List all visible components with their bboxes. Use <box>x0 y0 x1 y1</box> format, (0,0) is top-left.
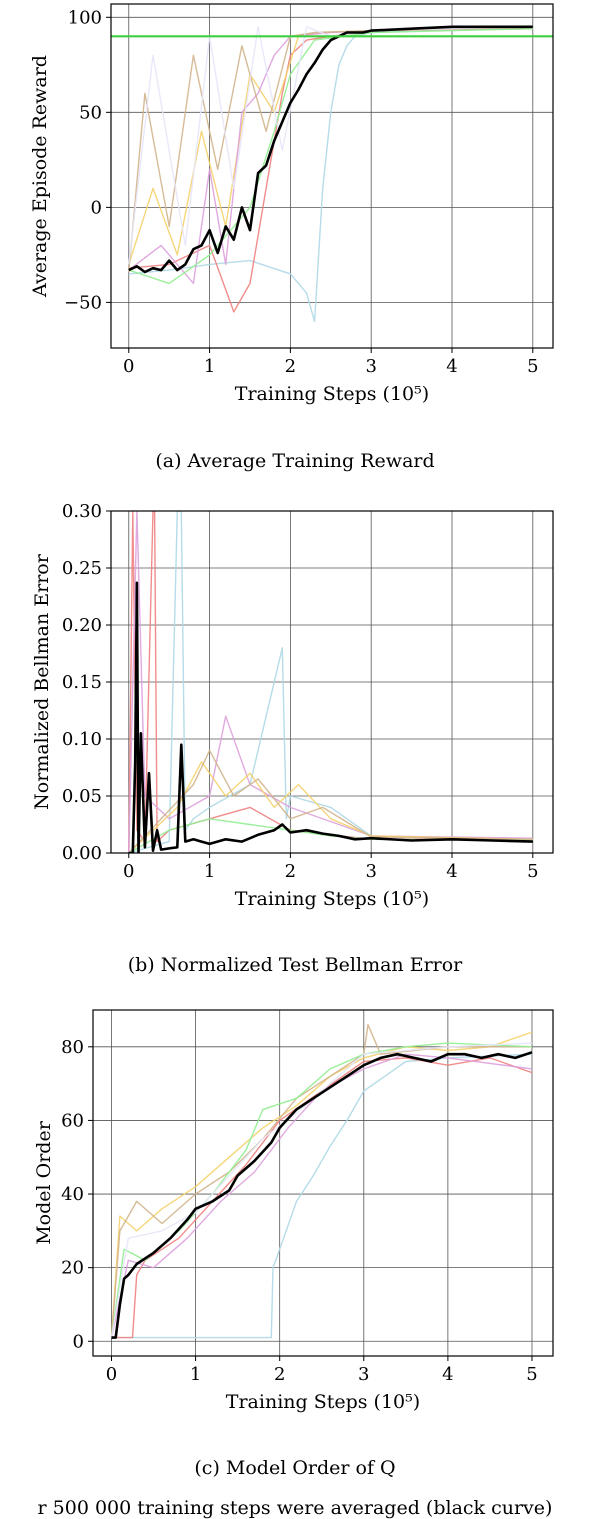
average-series-line <box>128 25 533 274</box>
run-series-line-5 <box>110 1042 533 1338</box>
run-series-line-1 <box>111 1053 533 1339</box>
x-tick-label-2: 2 <box>274 1364 285 1385</box>
plot-frame <box>92 1009 554 1357</box>
y-axis-label: Normalized Bellman Error <box>31 553 53 810</box>
x-tick-label-2: 2 <box>285 356 296 377</box>
average-series-line <box>111 1051 533 1339</box>
caption-a: (a) Average Training Reward <box>155 450 435 472</box>
caption-c: (c) Model Order of Q <box>194 1457 396 1479</box>
y-tick-label-4: 80 <box>61 1037 84 1058</box>
x-axis-label: Training Steps (10⁵) <box>226 1391 420 1413</box>
y-tick-label-2: 40 <box>61 1184 84 1205</box>
y-tick-label-1: 0 <box>91 197 102 218</box>
series-group <box>110 1024 533 1339</box>
x-tick-label-5: 5 <box>527 861 538 882</box>
run-series-line-5 <box>128 28 533 273</box>
plot-frame <box>110 3 554 349</box>
y-tick-label-3: 100 <box>68 7 102 28</box>
run-series-line-3 <box>128 26 533 265</box>
chart-c: 0 1 2 3 4 5 0 20 40 60 80 Training Steps (10⁵) Model… <box>33 1009 554 1413</box>
run-series-line-3 <box>128 511 533 853</box>
y-tick-label-0: −50 <box>64 292 102 313</box>
y-tick-label-1: 0.05 <box>62 786 102 807</box>
run-series-line-4 <box>128 761 533 853</box>
x-tick-label-3: 3 <box>365 861 376 882</box>
x-tick-label-1: 1 <box>204 861 215 882</box>
x-tick-label-1: 1 <box>204 356 215 377</box>
x-tick-label-3: 3 <box>358 1364 369 1385</box>
average-series-line <box>128 581 533 853</box>
y-tick-label-3: 60 <box>61 1110 84 1131</box>
series-group <box>128 25 533 323</box>
run-series-line-1 <box>128 26 533 323</box>
y-axis-label: Average Episode Reward <box>29 55 51 298</box>
x-tick-label-0: 0 <box>123 861 134 882</box>
x-tick-label-4: 4 <box>442 1364 453 1385</box>
x-tick-label-0: 0 <box>106 1364 117 1385</box>
x-tick-label-1: 1 <box>190 1364 201 1385</box>
x-axis-label: Training Steps (10⁵) <box>235 888 429 910</box>
y-axis-label: Model Order <box>33 1120 55 1244</box>
y-tick-label-4: 0.20 <box>62 615 102 636</box>
x-tick-label-5: 5 <box>527 356 538 377</box>
y-tick-label-0: 0.00 <box>62 843 102 864</box>
chart-panel-a: 0 1 2 3 4 5 −50 0 50 100 Training Steps (10⁵) Avera… <box>0 0 590 440</box>
y-tick-label-5: 0.25 <box>62 558 102 579</box>
chart-a: 0 1 2 3 4 5 −50 0 50 100 Training Steps (10⁵) Avera… <box>29 3 554 405</box>
y-tick-label-2: 50 <box>79 102 102 123</box>
chart-panel-b: 0 1 2 3 4 5 0.00 0.05 0.10 0.15 0.20 0.25 0.30 Traini… <box>0 490 590 960</box>
chart-b: 0 1 2 3 4 5 0.00 0.05 0.10 0.15 0.20 0.25 0.30 Traini… <box>31 501 554 910</box>
y-tick-label-1: 20 <box>61 1258 84 1279</box>
x-tick-label-2: 2 <box>285 861 296 882</box>
run-series-line-5 <box>128 749 533 853</box>
y-tick-label-3: 0.15 <box>62 672 102 693</box>
caption-b: (b) Normalized Test Bellman Error <box>127 954 463 976</box>
x-tick-label-4: 4 <box>446 356 457 377</box>
y-tick-label-6: 0.30 <box>62 501 102 522</box>
x-tick-label-3: 3 <box>365 356 376 377</box>
run-series-line-7 <box>110 1042 533 1338</box>
run-series-line-6 <box>128 28 533 285</box>
x-tick-label-4: 4 <box>446 861 457 882</box>
run-series-line-4 <box>110 1024 532 1338</box>
y-tick-label-2: 0.10 <box>62 729 102 750</box>
x-tick-label-0: 0 <box>123 356 134 377</box>
run-series-line-3 <box>110 1031 533 1338</box>
chart-panel-c: 0 1 2 3 4 5 0 20 40 60 80 Training Steps (10⁵) Model… <box>0 990 590 1450</box>
series-group <box>128 511 533 853</box>
footer-text: r 500 000 training steps were averaged (… <box>37 1497 553 1519</box>
x-axis-label: Training Steps (10⁵) <box>235 383 429 405</box>
run-series-line-6 <box>110 1053 533 1338</box>
x-tick-label-5: 5 <box>526 1364 537 1385</box>
run-series-line-2 <box>111 1057 533 1339</box>
run-series-line-7 <box>128 26 533 265</box>
run-series-line-4 <box>128 28 533 285</box>
y-tick-label-0: 0 <box>73 1331 84 1352</box>
